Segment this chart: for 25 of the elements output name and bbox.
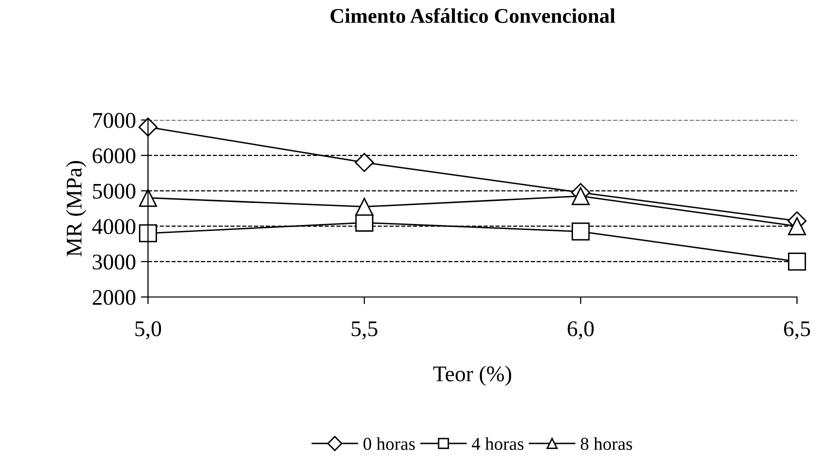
point (788, 217, 806, 236)
point (572, 187, 590, 206)
y-tick-label: 4000 (92, 219, 136, 234)
chart-title: Cimento Asfáltico Convencional (330, 8, 616, 23)
x-tick-label: 6,0 (568, 321, 594, 340)
point (788, 252, 806, 271)
legend-label: 8 horas (580, 437, 632, 450)
y-tick-label: 3000 (92, 254, 136, 270)
point (572, 222, 590, 241)
point (138, 118, 158, 137)
x-tick-label: 6,5 (784, 321, 810, 340)
y-tick-label: 5000 (93, 184, 136, 199)
point (138, 224, 158, 242)
y-tick-label: 6000 (92, 148, 136, 164)
legend-label: 0 horas (364, 437, 415, 450)
point (355, 198, 374, 216)
x-tick-label: 5,0 (135, 321, 162, 340)
point (138, 188, 158, 207)
x-tick-label: 5,5 (352, 321, 378, 340)
y-tick-label: 2000 (92, 290, 136, 305)
legend-label: 4 horas (472, 437, 524, 450)
y-tick-label: 7000 (93, 112, 136, 128)
x-axis-title: Teor (%) (433, 366, 512, 386)
point (354, 152, 374, 172)
y-axis-title: MR (MPa) (66, 161, 86, 256)
